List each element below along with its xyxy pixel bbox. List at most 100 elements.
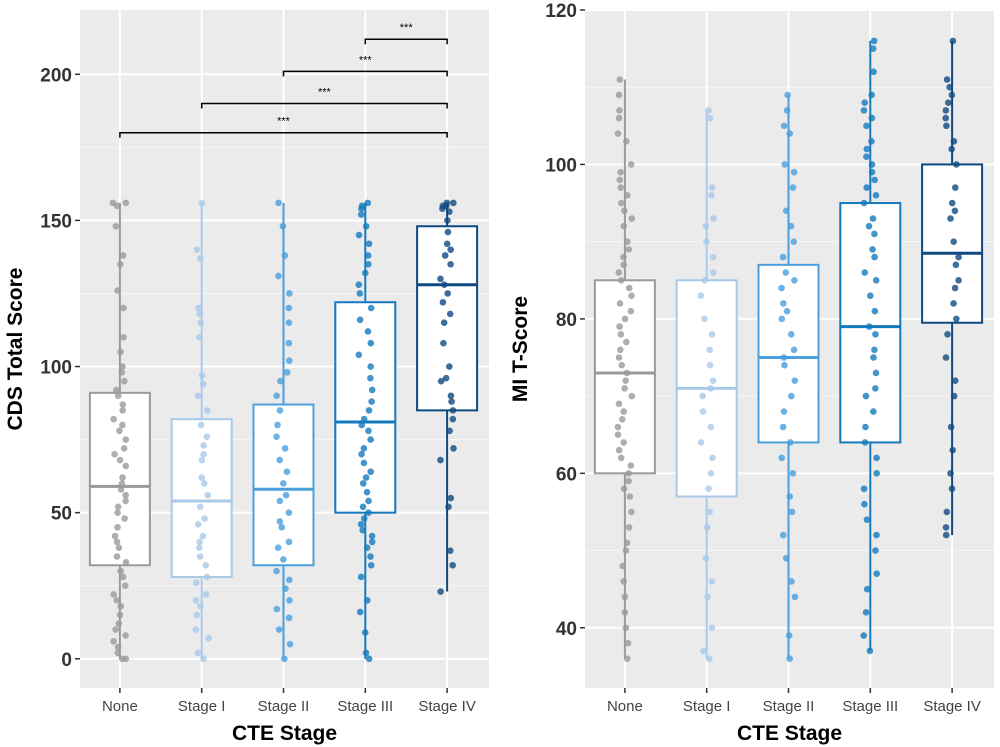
data-point	[699, 392, 706, 400]
data-point	[620, 261, 628, 269]
data-point	[279, 222, 287, 230]
data-point	[285, 576, 293, 584]
data-point	[361, 629, 369, 636]
data-point	[364, 328, 372, 335]
data-point	[707, 423, 715, 431]
data-point	[861, 439, 869, 446]
data-point	[192, 579, 200, 587]
data-point	[707, 470, 715, 477]
significance-bracket	[200, 102, 448, 109]
data-point	[953, 315, 960, 323]
data-point	[368, 538, 376, 546]
data-point	[448, 398, 455, 405]
data-point	[625, 284, 633, 292]
data-point	[198, 199, 206, 207]
data-point	[204, 491, 212, 499]
data-point	[445, 503, 452, 511]
data-point	[787, 331, 795, 338]
data-point	[278, 523, 286, 531]
data-point	[355, 351, 363, 359]
data-point	[616, 176, 624, 184]
data-point	[198, 456, 206, 464]
box-iqr	[839, 202, 902, 444]
data-point	[201, 515, 208, 522]
data-point	[620, 207, 628, 215]
data-point	[951, 184, 959, 191]
data-point	[619, 415, 626, 423]
data-point	[275, 272, 282, 280]
data-point	[447, 260, 454, 268]
data-point	[357, 211, 365, 218]
data-point	[282, 491, 290, 499]
data-point	[444, 217, 451, 224]
data-point	[285, 304, 293, 312]
data-point	[872, 547, 879, 554]
data-point	[277, 377, 284, 385]
data-point	[356, 608, 364, 616]
data-point	[625, 524, 633, 531]
data-point	[871, 230, 878, 238]
data-point	[873, 470, 880, 477]
data-point	[622, 377, 629, 384]
data-point	[699, 408, 707, 415]
data-point	[868, 161, 876, 168]
box-iqr	[757, 263, 820, 444]
data-point	[285, 319, 293, 326]
data-point	[873, 531, 880, 539]
data-point	[616, 300, 624, 307]
data-point	[700, 647, 707, 655]
data-point	[786, 493, 794, 500]
data-point	[616, 346, 624, 354]
data-point	[122, 559, 130, 566]
data-point	[446, 547, 454, 554]
significance-bracket	[119, 131, 448, 138]
data-point	[628, 392, 636, 400]
data-point	[951, 284, 959, 292]
data-point	[196, 538, 203, 546]
data-point	[446, 310, 454, 318]
data-point	[868, 114, 876, 122]
x-tick-label: Stage I	[683, 698, 731, 715]
data-point	[708, 331, 716, 338]
data-point	[367, 304, 375, 312]
data-point	[787, 222, 795, 230]
data-point	[197, 255, 204, 262]
x-axis-title: CTE Stage	[232, 722, 337, 745]
data-point	[197, 319, 204, 326]
data-point	[360, 459, 368, 467]
data-point	[356, 316, 364, 324]
data-point	[367, 436, 374, 443]
data-point	[621, 385, 628, 392]
data-point	[202, 591, 210, 598]
data-point	[194, 649, 202, 657]
data-point	[364, 252, 372, 259]
data-point	[286, 290, 293, 297]
data-point	[779, 253, 787, 261]
data-point	[360, 445, 368, 452]
data-point	[708, 184, 716, 191]
data-point	[113, 202, 121, 210]
data-point	[119, 252, 127, 259]
data-point	[359, 526, 366, 534]
data-point	[620, 222, 628, 230]
data-point	[111, 450, 118, 458]
data-point	[194, 521, 202, 528]
data-point	[111, 532, 119, 540]
y-tick-label: 100	[545, 155, 577, 176]
data-point	[121, 582, 129, 590]
data-point	[624, 639, 632, 647]
data-point	[196, 334, 203, 341]
data-point	[117, 567, 125, 575]
data-point	[358, 450, 365, 458]
data-point	[863, 122, 870, 130]
data-point	[706, 114, 714, 122]
data-point	[614, 431, 622, 439]
data-point	[120, 445, 128, 452]
data-point	[955, 253, 962, 261]
data-point	[114, 287, 121, 294]
data-point	[872, 276, 880, 284]
data-point	[780, 408, 788, 415]
significance-label: ***	[277, 116, 291, 128]
data-point	[114, 509, 121, 516]
